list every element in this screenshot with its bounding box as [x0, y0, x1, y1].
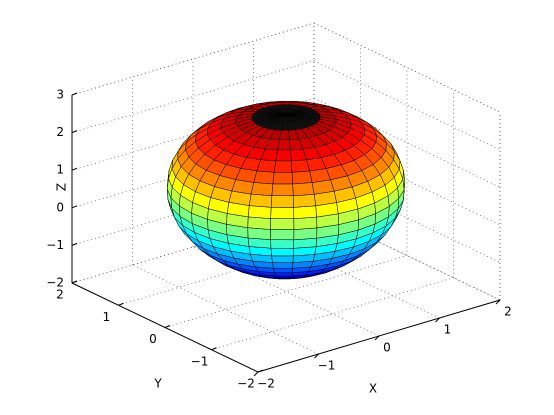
z-tick [71, 92, 78, 96]
y-tick [211, 347, 217, 351]
z-tick-label: 2 [56, 125, 64, 139]
surface-patch [249, 193, 273, 208]
y-axis-label: Y [153, 377, 162, 391]
surface-patch [292, 182, 315, 197]
x-tick [253, 371, 259, 377]
x-tick [374, 335, 380, 341]
z-tick-label: −1 [46, 238, 64, 252]
surface-patch [270, 239, 295, 249]
x-tick [495, 299, 501, 305]
y-tick-label: 2 [56, 288, 64, 302]
surface-patch [271, 255, 294, 263]
z-axis-label: Z [55, 183, 69, 191]
z-tick-label: 3 [56, 88, 64, 102]
z-tick-label: −2 [46, 276, 64, 290]
surface-patch [253, 170, 275, 185]
surface-patch [273, 267, 293, 273]
x-tick [314, 353, 319, 359]
z-tick [71, 205, 78, 209]
x-tick-label: 0 [383, 341, 391, 355]
x-tick-label: 2 [504, 305, 512, 319]
surface-patch [271, 183, 294, 197]
surface-patch [292, 194, 316, 208]
z-tick [71, 130, 78, 134]
x-tick-label: 1 [444, 323, 452, 337]
y-tick-label: 1 [103, 310, 111, 324]
surface-patch [247, 205, 272, 219]
surface-patch [275, 149, 292, 162]
x-tick-label: −1 [318, 359, 336, 373]
surface-patch [273, 160, 293, 173]
surface-patch [247, 227, 271, 240]
surface-patch [270, 247, 294, 257]
surface-patch [293, 205, 317, 219]
surface-patch [277, 139, 291, 151]
surface [166, 100, 406, 280]
y-tick-label: 0 [149, 332, 157, 346]
surface-patch [293, 216, 318, 230]
surface-patch [270, 229, 295, 241]
surface-patch [293, 227, 318, 241]
x-axis-label: X [369, 382, 377, 396]
x-tick [435, 317, 440, 323]
surface-patch [272, 172, 293, 185]
y-tick [118, 302, 124, 306]
z-tick [71, 242, 78, 246]
surface-patch [290, 159, 310, 173]
z-tick [71, 167, 78, 171]
surface-patch [291, 170, 313, 185]
surface-patch [270, 195, 294, 208]
surface-patch [272, 262, 294, 269]
surface-patch [270, 207, 295, 219]
surface-patch [270, 218, 295, 230]
y-tick-label: −1 [191, 354, 209, 368]
z-tick-label: 1 [56, 163, 64, 177]
y-tick [257, 369, 264, 373]
z-tick [71, 280, 78, 284]
y-tick-label: −2 [237, 377, 255, 391]
z-tick-label: 0 [56, 200, 64, 214]
surface-patch [250, 182, 274, 196]
surface-patch [247, 216, 271, 230]
x-tick-label: −2 [257, 377, 275, 391]
y-tick [164, 325, 171, 328]
surface-patch [274, 272, 293, 277]
